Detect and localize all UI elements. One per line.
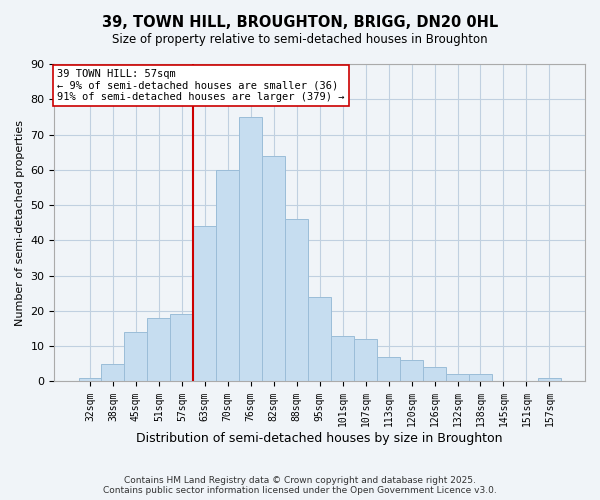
Bar — [446, 374, 469, 382]
Bar — [400, 360, 423, 382]
Bar — [469, 374, 492, 382]
Bar — [101, 364, 124, 382]
Bar — [308, 297, 331, 382]
Text: 39 TOWN HILL: 57sqm
← 9% of semi-detached houses are smaller (36)
91% of semi-de: 39 TOWN HILL: 57sqm ← 9% of semi-detache… — [57, 69, 344, 102]
Bar — [423, 368, 446, 382]
Text: 39, TOWN HILL, BROUGHTON, BRIGG, DN20 0HL: 39, TOWN HILL, BROUGHTON, BRIGG, DN20 0H… — [102, 15, 498, 30]
Text: Contains HM Land Registry data © Crown copyright and database right 2025.
Contai: Contains HM Land Registry data © Crown c… — [103, 476, 497, 495]
Bar — [217, 170, 239, 382]
Bar — [170, 314, 193, 382]
X-axis label: Distribution of semi-detached houses by size in Broughton: Distribution of semi-detached houses by … — [136, 432, 503, 445]
Bar — [331, 336, 354, 382]
Y-axis label: Number of semi-detached properties: Number of semi-detached properties — [15, 120, 25, 326]
Bar — [124, 332, 148, 382]
Bar — [377, 357, 400, 382]
Bar — [148, 318, 170, 382]
Bar — [354, 339, 377, 382]
Text: Size of property relative to semi-detached houses in Broughton: Size of property relative to semi-detach… — [112, 32, 488, 46]
Bar — [262, 156, 285, 382]
Bar — [193, 226, 217, 382]
Bar — [285, 219, 308, 382]
Bar — [239, 117, 262, 382]
Bar — [79, 378, 101, 382]
Bar — [538, 378, 561, 382]
